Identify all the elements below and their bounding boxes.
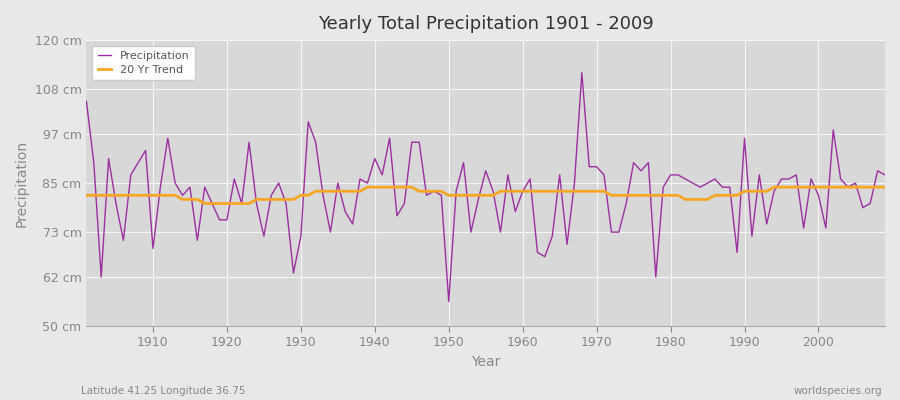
20 Yr Trend — [525, 189, 535, 194]
20 Yr Trend — [621, 193, 632, 198]
Precipitation — [140, 148, 151, 153]
Precipitation — [576, 70, 587, 75]
Title: Yearly Total Precipitation 1901 - 2009: Yearly Total Precipitation 1901 - 2009 — [318, 15, 653, 33]
Precipitation — [81, 99, 92, 104]
Precipitation — [879, 172, 890, 177]
Precipitation — [518, 189, 528, 194]
20 Yr Trend — [81, 193, 92, 198]
X-axis label: Year: Year — [471, 355, 500, 369]
Line: 20 Yr Trend: 20 Yr Trend — [86, 187, 885, 204]
20 Yr Trend — [310, 189, 321, 194]
Y-axis label: Precipitation: Precipitation — [15, 140, 29, 227]
Line: Precipitation: Precipitation — [86, 73, 885, 302]
Text: worldspecies.org: worldspecies.org — [794, 386, 882, 396]
Legend: Precipitation, 20 Yr Trend: Precipitation, 20 Yr Trend — [92, 46, 195, 80]
20 Yr Trend — [362, 185, 373, 190]
Precipitation — [302, 120, 313, 124]
20 Yr Trend — [355, 189, 365, 194]
Text: Latitude 41.25 Longitude 36.75: Latitude 41.25 Longitude 36.75 — [81, 386, 246, 396]
Precipitation — [347, 222, 358, 226]
20 Yr Trend — [532, 189, 543, 194]
Precipitation — [621, 201, 632, 206]
Precipitation — [525, 176, 535, 181]
20 Yr Trend — [879, 185, 890, 190]
20 Yr Trend — [199, 201, 210, 206]
Precipitation — [444, 299, 454, 304]
20 Yr Trend — [140, 193, 151, 198]
